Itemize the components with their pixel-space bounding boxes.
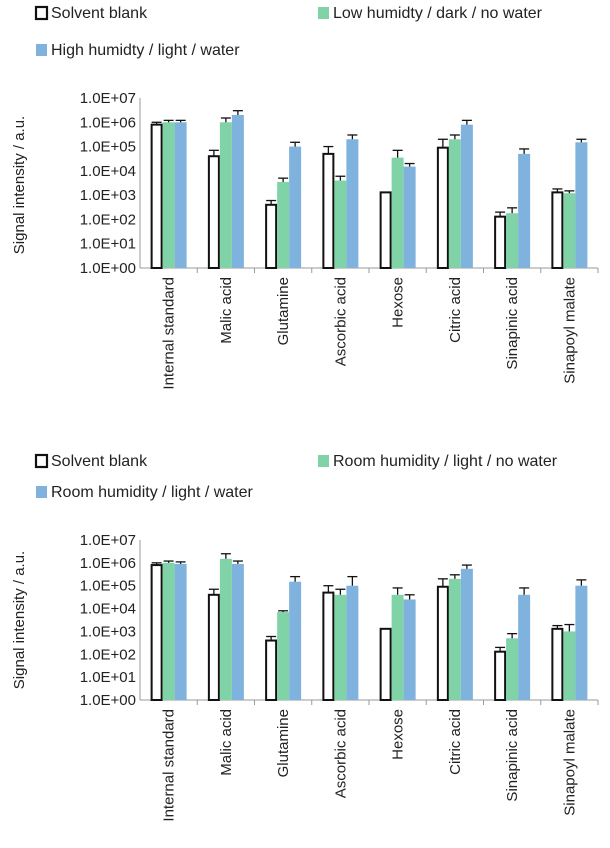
x-tick-label: Ascorbic acid <box>332 277 349 366</box>
bar-3-8 <box>575 142 588 268</box>
y-tick-label: 1.0E+01 <box>80 236 136 253</box>
bar-1-2 <box>207 155 220 269</box>
x-tick-label: Citric acid <box>447 277 464 343</box>
legend-label-1: Solvent blank <box>51 5 148 22</box>
y-tick-label: 1.0E+04 <box>80 601 136 618</box>
bar-1-5 <box>379 191 392 269</box>
legend-label-1: Solvent blank <box>51 453 148 470</box>
y-axis-label: Signal intensity / a.u. <box>11 551 28 689</box>
bar-1-6 <box>436 146 449 269</box>
bar-1-4 <box>322 591 335 701</box>
x-tick-label: Sinapoyl malate <box>561 277 578 384</box>
bar-2-2 <box>219 558 232 700</box>
x-tick-label: Sinapinic acid <box>504 709 521 802</box>
bar-2-3 <box>277 181 290 268</box>
bar-2-4 <box>334 180 347 268</box>
bar-3-3 <box>289 146 302 268</box>
chart-1: Solvent blank Low humidty / dark / no wat… <box>11 5 599 390</box>
bar-2-7 <box>506 213 519 268</box>
y-tick-label: 1.0E+06 <box>80 555 136 572</box>
legend-label-2: Low humidty / dark / no water <box>333 5 543 22</box>
bar-3-6 <box>460 568 473 700</box>
bar-1-3 <box>265 639 278 702</box>
x-tick-label: Malic acid <box>218 277 235 344</box>
bar-3-2 <box>231 114 244 269</box>
bar-2-1 <box>162 122 175 269</box>
bar-1-1 <box>150 123 163 270</box>
bar-3-3 <box>289 581 302 700</box>
bar-1-8 <box>551 627 564 702</box>
bar-1-3 <box>265 203 278 269</box>
legend-label-2: Room humidity / light / no water <box>333 453 558 470</box>
x-tick-label: Sinapoyl malate <box>561 709 578 816</box>
y-tick-label: 1.0E+05 <box>80 578 136 595</box>
x-tick-label: Hexose <box>390 277 407 328</box>
bar-2-1 <box>162 562 175 700</box>
bar-1-4 <box>322 152 335 269</box>
y-tick-label: 1.0E+02 <box>80 211 136 228</box>
y-tick-label: 1.0E+07 <box>80 532 136 549</box>
bar-2-8 <box>563 193 576 268</box>
y-tick-label: 1.0E+01 <box>80 669 136 686</box>
y-tick-label: 1.0E+07 <box>80 90 136 107</box>
bar-3-1 <box>174 563 187 700</box>
bar-2-3 <box>277 612 290 700</box>
y-tick-label: 1.0E+04 <box>80 163 136 180</box>
bar-1-1 <box>150 564 163 701</box>
y-tick-label: 1.0E+00 <box>80 260 136 277</box>
x-tick-label: Glutamine <box>275 277 292 345</box>
x-tick-label: Internal standard <box>161 709 178 822</box>
x-tick-label: Internal standard <box>161 277 178 390</box>
legend-label-3: Room humidity / light / water <box>51 484 254 501</box>
y-tick-label: 1.0E+06 <box>80 114 136 131</box>
bar-3-1 <box>174 122 187 269</box>
legend-swatch-3 <box>36 486 47 498</box>
legend-label-3: High humidty / light / water <box>51 42 240 59</box>
bar-1-8 <box>551 191 564 269</box>
x-tick-label: Hexose <box>390 709 407 760</box>
y-axis-label: Signal intensity / a.u. <box>11 116 28 254</box>
bar-2-2 <box>219 122 232 269</box>
bar-3-4 <box>346 585 359 700</box>
y-tick-label: 1.0E+05 <box>80 139 136 156</box>
bar-2-4 <box>334 594 347 700</box>
legend-swatch-1 <box>34 453 49 469</box>
legend-swatch-3 <box>36 44 47 56</box>
bar-2-7 <box>506 638 519 700</box>
legend-swatch-1 <box>34 5 49 21</box>
bar-3-7 <box>518 153 531 268</box>
chart-2: Solvent blank Room humidity / light / no … <box>11 453 599 822</box>
y-tick-label: 1.0E+03 <box>80 623 136 640</box>
bar-3-2 <box>231 563 244 700</box>
x-tick-label: Citric acid <box>447 709 464 775</box>
bar-1-6 <box>436 585 449 702</box>
y-tick-label: 1.0E+03 <box>80 187 136 204</box>
bar-1-2 <box>207 593 220 701</box>
x-tick-label: Malic acid <box>218 709 235 776</box>
bar-1-7 <box>494 650 507 701</box>
bar-2-5 <box>391 157 404 268</box>
bar-3-7 <box>518 594 531 700</box>
legend-swatch-2 <box>318 455 329 467</box>
x-tick-label: Ascorbic acid <box>332 709 349 798</box>
bar-2-6 <box>448 578 461 700</box>
bar-3-5 <box>403 166 416 268</box>
bar-1-7 <box>494 215 507 269</box>
bar-2-8 <box>563 631 576 700</box>
bar-3-8 <box>575 585 588 700</box>
x-tick-label: Glutamine <box>275 709 292 777</box>
bar-3-6 <box>460 124 473 268</box>
bar-3-4 <box>346 139 359 268</box>
bar-3-5 <box>403 599 416 700</box>
y-tick-label: 1.0E+02 <box>80 646 136 663</box>
bar-2-5 <box>391 594 404 700</box>
x-tick-label: Sinapinic acid <box>504 277 521 370</box>
y-tick-label: 1.0E+00 <box>80 692 136 709</box>
bar-1-5 <box>379 627 392 702</box>
legend-swatch-2 <box>318 7 329 19</box>
bar-2-6 <box>448 139 461 268</box>
